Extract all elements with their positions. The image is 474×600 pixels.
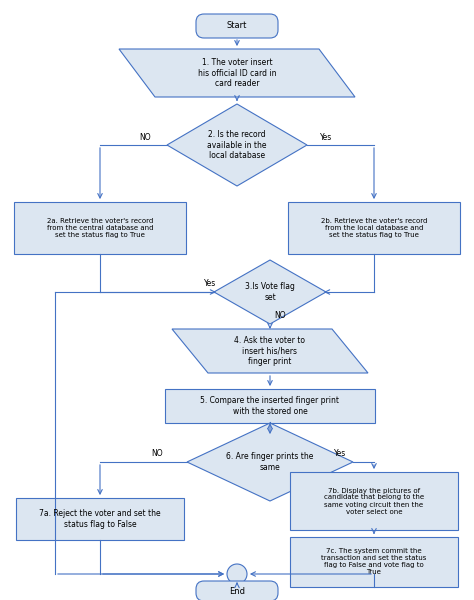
Text: 2. Is the record
available in the
local database: 2. Is the record available in the local … — [207, 130, 267, 160]
Bar — [290, 472, 458, 530]
Text: 3.Is Vote flag
set: 3.Is Vote flag set — [245, 283, 295, 302]
Text: 6. Are finger prints the
same: 6. Are finger prints the same — [226, 452, 314, 472]
FancyBboxPatch shape — [196, 14, 278, 38]
Text: 1. The voter insert
his official ID card in
card reader: 1. The voter insert his official ID card… — [198, 58, 276, 88]
Text: NO: NO — [139, 133, 151, 142]
Text: 7b. Display the pictures of
candidate that belong to the
same voting circuit the: 7b. Display the pictures of candidate th… — [324, 487, 424, 514]
Polygon shape — [119, 49, 355, 97]
Circle shape — [227, 564, 247, 584]
Text: Start: Start — [227, 22, 247, 31]
Polygon shape — [167, 104, 307, 186]
Text: 2a. Retrieve the voter's record
from the central database and
set the status fla: 2a. Retrieve the voter's record from the… — [47, 218, 153, 238]
Text: 5. Compare the inserted finger print
with the stored one: 5. Compare the inserted finger print wit… — [201, 396, 339, 416]
FancyBboxPatch shape — [196, 581, 278, 600]
Text: End: End — [229, 587, 245, 595]
Bar — [165, 389, 375, 423]
Bar — [16, 498, 184, 540]
Bar — [14, 202, 186, 254]
Text: Yes: Yes — [204, 280, 216, 289]
Bar — [290, 537, 458, 587]
Polygon shape — [214, 260, 326, 324]
Text: NO: NO — [151, 449, 163, 457]
Text: 4. Ask the voter to
insert his/hers
finger print: 4. Ask the voter to insert his/hers fing… — [235, 336, 306, 366]
Bar — [288, 202, 460, 254]
Text: Yes: Yes — [320, 133, 332, 142]
Text: NO: NO — [274, 311, 286, 319]
Polygon shape — [172, 329, 368, 373]
Polygon shape — [187, 423, 353, 501]
Text: Yes: Yes — [334, 449, 346, 457]
Text: 7c. The system commit the
transaction and set the status
flag to False and vote : 7c. The system commit the transaction an… — [321, 548, 427, 575]
Text: 7a. Reject the voter and set the
status flag to False: 7a. Reject the voter and set the status … — [39, 509, 161, 529]
Text: 2b. Retrieve the voter's record
from the local database and
set the status flag : 2b. Retrieve the voter's record from the… — [321, 218, 427, 238]
